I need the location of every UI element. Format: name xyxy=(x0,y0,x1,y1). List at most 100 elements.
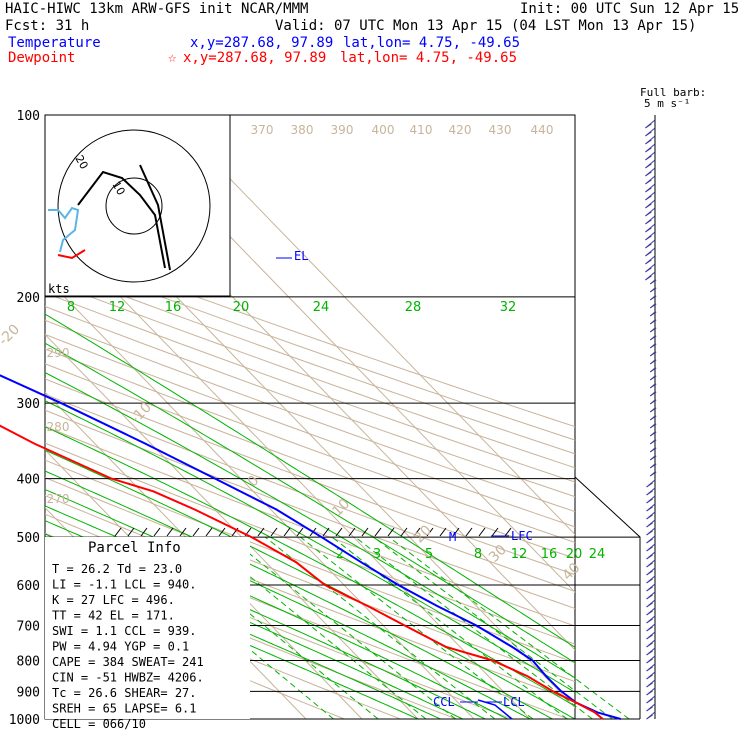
wind-barb-flag xyxy=(649,375,657,381)
wind-barb-flag xyxy=(646,610,653,616)
wind-barb xyxy=(646,567,656,576)
hatch-mark xyxy=(400,527,408,537)
lower-frame xyxy=(574,476,641,719)
wind-barb xyxy=(646,671,656,680)
dry-adiabat-line xyxy=(45,425,575,627)
wind-barb xyxy=(649,343,657,349)
wind-barb xyxy=(646,695,656,704)
dry-adiabat-label: 290 xyxy=(47,346,70,360)
moist-adiabat-line xyxy=(45,313,575,648)
wind-barb xyxy=(645,231,656,241)
dry-adiabat-line xyxy=(45,393,575,592)
moist-adiabat-label: 28 xyxy=(405,300,422,315)
dewpoint-latlon: lat,lon= 4.75, -49.65 xyxy=(340,50,517,66)
wind-barb xyxy=(645,247,656,257)
dry-adiabat-label: 400 xyxy=(372,123,395,137)
dry-adiabat-line xyxy=(45,378,575,576)
isotherm-line xyxy=(45,276,475,719)
wind-barb xyxy=(646,487,656,496)
hatch-mark xyxy=(205,527,213,537)
wind-barb-flag xyxy=(645,203,652,209)
wind-barb-flag xyxy=(645,147,652,153)
wind-barb-flag xyxy=(649,383,657,389)
parcel-info-row: TT = 42 EL = 171. xyxy=(52,609,175,623)
dewpoint-legend: Dewpoint xyxy=(8,50,75,66)
wind-barb-flag xyxy=(649,399,657,405)
wind-barb-flag xyxy=(646,546,653,552)
wind-barb xyxy=(646,583,656,592)
wind-barb-flag xyxy=(646,578,653,584)
wind-barb-flag xyxy=(649,351,657,357)
wind-barb-flag xyxy=(646,594,653,600)
hatch-mark xyxy=(426,527,434,537)
dry-adiabat-line xyxy=(45,333,575,528)
barb-legend-line2: 5 m s⁻¹ xyxy=(644,97,690,110)
hodograph-frame xyxy=(44,114,231,297)
hatch-mark xyxy=(504,527,512,537)
wind-barb xyxy=(646,679,656,688)
wind-barb-flag xyxy=(649,295,657,301)
barb-legend-line1: Full barb: xyxy=(640,86,706,99)
wind-barb xyxy=(646,527,656,536)
wind-barb-flag xyxy=(646,626,653,632)
pressure-tick-label: 200 xyxy=(17,291,40,306)
wind-barb xyxy=(646,631,656,640)
wind-barb xyxy=(645,135,656,145)
hatch-mark xyxy=(218,527,226,537)
lcl-label: LCL xyxy=(503,695,525,709)
wind-barb xyxy=(645,199,656,209)
moist-adiabat-label: 32 xyxy=(500,300,517,315)
mixing-ratio-label: 8 xyxy=(474,547,482,562)
init-time: Init: 00 UTC Sun 12 Apr 15 xyxy=(520,1,739,17)
hodograph-trace-low xyxy=(48,206,80,253)
dry-adiabat-label: 380 xyxy=(291,123,314,137)
star-icon: ☆ xyxy=(168,50,177,66)
temperature-curve xyxy=(0,374,621,720)
wind-barb-flag xyxy=(649,279,657,285)
wind-barb-flag xyxy=(646,650,653,656)
wind-barb-flag xyxy=(646,634,653,640)
dry-adiabat-line xyxy=(45,348,575,543)
wind-barb xyxy=(646,647,656,656)
hatch-mark xyxy=(452,527,460,537)
wind-barb xyxy=(645,167,656,177)
wind-barb-flag xyxy=(646,714,653,720)
el-label: EL xyxy=(294,249,308,263)
wind-barb xyxy=(645,175,656,185)
wind-barb xyxy=(649,367,657,373)
wind-barb-flag xyxy=(645,179,652,185)
parcel-info-panel: Parcel Info T = 26.2 Td = 23.0 LI = -1.1 L… xyxy=(45,537,250,731)
wind-barb-flag xyxy=(649,367,657,373)
wind-barb-flag xyxy=(645,163,652,169)
dry-adiabat-label: 370 xyxy=(251,123,274,137)
hatch-mark xyxy=(465,527,473,537)
parcel-info-row: CAPE = 384 SWEAT= 241 xyxy=(52,655,204,669)
parcel-info-row: T = 26.2 Td = 23.0 xyxy=(52,562,182,576)
pressure-tick-label: 500 xyxy=(17,531,40,546)
wind-barb-flag xyxy=(649,407,657,413)
ccl-label: CCL xyxy=(433,695,455,709)
hatch-mark xyxy=(257,527,265,537)
wind-barb xyxy=(646,711,656,720)
mixing-ratio-label: 12 xyxy=(511,547,528,562)
wind-barb-flag xyxy=(645,275,652,281)
wind-barb xyxy=(649,423,657,429)
wind-barb-flag xyxy=(645,219,652,225)
moist-adiabat-line xyxy=(45,470,553,719)
hodograph-ring-label: 20 xyxy=(72,153,90,172)
wind-barb xyxy=(649,463,657,469)
hodograph-trace xyxy=(77,170,166,269)
wind-barb-flag xyxy=(645,267,652,273)
moist-adiabat-line xyxy=(45,426,575,707)
wind-barb xyxy=(646,519,656,528)
wind-barb-flag xyxy=(649,327,657,333)
wind-barb-flag xyxy=(646,586,653,592)
wind-barb xyxy=(649,471,657,477)
wind-barb-flag xyxy=(645,243,652,249)
wind-barb xyxy=(645,159,656,169)
wind-barb-flag xyxy=(646,530,653,536)
dry-adiabat-line xyxy=(45,240,575,428)
wind-barb-flag xyxy=(649,335,657,341)
parcel-info-row: SWI = 1.1 CCL = 939. xyxy=(52,624,197,638)
wind-barb xyxy=(645,207,656,217)
